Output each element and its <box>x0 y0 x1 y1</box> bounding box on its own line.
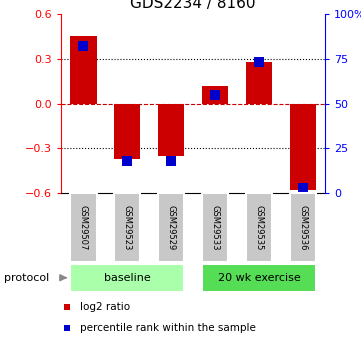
Bar <box>158 193 184 262</box>
Bar <box>70 193 96 262</box>
Text: log2 ratio: log2 ratio <box>80 302 130 312</box>
Bar <box>202 264 316 292</box>
Bar <box>158 104 184 156</box>
Bar <box>290 104 316 190</box>
Bar <box>114 193 140 262</box>
Text: protocol: protocol <box>4 273 49 283</box>
Text: GSM29536: GSM29536 <box>299 205 308 250</box>
Bar <box>246 193 272 262</box>
Text: 20 wk exercise: 20 wk exercise <box>218 273 300 283</box>
Text: GSM29523: GSM29523 <box>123 205 132 250</box>
Text: GSM29533: GSM29533 <box>210 205 219 250</box>
Text: percentile rank within the sample: percentile rank within the sample <box>80 323 256 333</box>
Bar <box>114 104 140 159</box>
Text: GSM29535: GSM29535 <box>255 205 264 250</box>
Title: GDS2234 / 8160: GDS2234 / 8160 <box>130 0 256 11</box>
Bar <box>290 193 316 262</box>
Bar <box>246 62 272 104</box>
Bar <box>202 86 228 104</box>
Bar <box>70 36 96 104</box>
Text: GSM29507: GSM29507 <box>79 205 88 250</box>
Bar <box>202 193 228 262</box>
Text: GSM29529: GSM29529 <box>167 205 176 250</box>
Text: baseline: baseline <box>104 273 151 283</box>
Bar <box>70 264 184 292</box>
